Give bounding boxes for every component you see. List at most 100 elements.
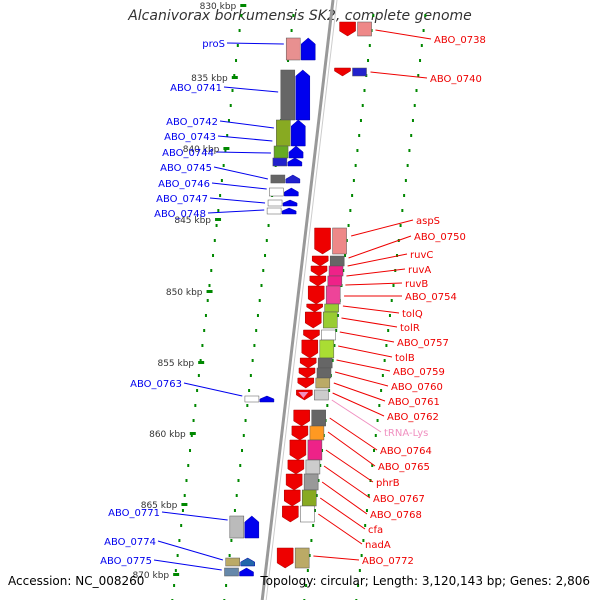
ruler-dot: [233, 74, 236, 77]
ruler-dot: [331, 359, 334, 362]
ruler-dot: [241, 449, 244, 452]
right-gene-label: ABO_0757: [397, 338, 449, 349]
left-gene-label: ABO_0741: [170, 83, 222, 94]
right-gene-label: cfa: [368, 525, 383, 536]
left-gene-label: ABO_0774: [104, 537, 156, 548]
right-leader-line: [351, 219, 414, 237]
ruler-dot: [363, 89, 366, 92]
minus-gene-arrow: [334, 67, 351, 77]
ruler-dot: [317, 479, 320, 482]
minus-gene-block: [309, 425, 325, 441]
ruler-dot: [235, 59, 238, 62]
minus-gene-block: [303, 473, 319, 491]
ruler-dot: [292, 14, 295, 17]
minus-gene-arrow: [297, 377, 315, 389]
ruler-dot: [411, 119, 414, 122]
ruler-dot: [419, 59, 422, 62]
scale-label: 860 kbp: [149, 430, 186, 440]
plus-gene-arrow: [284, 187, 299, 197]
right-leader-line: [334, 371, 389, 387]
scale-label: 865 kbp: [141, 501, 178, 511]
ruler-dot: [197, 374, 200, 377]
ruler-dot: [239, 464, 242, 467]
left-gene-label: ABO_0745: [160, 163, 212, 174]
ruler-dot: [290, 29, 293, 32]
right-leader-line: [345, 282, 403, 286]
ruler-dot: [390, 299, 393, 302]
right-gene-label: ABO_0738: [434, 35, 486, 46]
scale-tick: [206, 290, 213, 293]
ruler-dot: [230, 539, 233, 542]
ruler-dot: [233, 509, 236, 512]
minus-gene-arrow: [299, 357, 317, 369]
right-leader-line: [323, 465, 371, 499]
right-leader-line: [347, 253, 408, 267]
right-gene-label: tolQ: [402, 309, 423, 320]
right-leader-line: [375, 29, 432, 40]
right-gene-label: ABO_0759: [393, 367, 445, 378]
ruler-dot: [396, 254, 399, 257]
ruler-dot: [264, 254, 267, 257]
right-gene-label: ruvB: [405, 279, 428, 290]
left-gene-label: ABO_0744: [162, 148, 214, 159]
ruler-dot: [415, 89, 418, 92]
ruler-dot: [238, 29, 241, 32]
ruler-dot: [349, 209, 352, 212]
scale-tick: [173, 573, 180, 576]
ruler-dot: [424, 14, 427, 17]
ruler-dot: [380, 389, 383, 392]
ruler-dot: [312, 524, 315, 527]
ruler-dot: [219, 194, 222, 197]
ruler-dot: [258, 299, 261, 302]
ruler-dot: [183, 494, 186, 497]
plus-gene-block: [272, 157, 288, 167]
left-gene-label: ABO_0743: [164, 132, 216, 143]
left-leader-line: [153, 559, 222, 571]
scale-label: 845 kbp: [174, 216, 211, 226]
minus-gene-arrow: [306, 303, 323, 313]
minus-gene-arrow: [304, 311, 322, 329]
minus-gene-block: [327, 275, 343, 287]
left-leader-line: [223, 86, 279, 93]
ruler-dot: [190, 434, 193, 437]
ruler-dot: [228, 554, 231, 557]
feature-blocks: [224, 21, 372, 577]
scale-label: 835 kbp: [191, 74, 228, 84]
right-leader-line: [321, 481, 368, 515]
right-leader-line: [332, 392, 385, 417]
left-gene-label: ABO_0746: [158, 179, 210, 190]
plus-gene-block: [280, 69, 296, 121]
ruler-dot: [420, 44, 423, 47]
ruler-dot: [196, 389, 199, 392]
ruler-dot: [204, 314, 207, 317]
plus-gene-arrow: [287, 157, 303, 167]
ruler-dot: [212, 254, 215, 257]
left-leader-line: [209, 197, 266, 204]
right-gene-label: ABO_0765: [378, 462, 430, 473]
right-gene-label: tRNA-Lys: [384, 428, 428, 439]
ruler-dot: [174, 569, 177, 572]
ruler-dot: [387, 329, 390, 332]
minus-gene-block: [328, 265, 344, 277]
left-leader-line: [215, 151, 271, 154]
left-leader-line: [211, 182, 267, 190]
scale-tick: [231, 76, 238, 79]
right-gene-label: ABO_0754: [405, 292, 457, 303]
left-gene-label: ABO_0748: [154, 209, 206, 220]
ruler-dot: [376, 419, 379, 422]
minus-gene-arrow: [311, 255, 329, 267]
right-leader-line: [319, 497, 366, 530]
ruler-dot: [417, 74, 420, 77]
right-leader-line: [336, 359, 391, 372]
ruler-dot: [347, 224, 350, 227]
minus-gene-arrow: [314, 227, 331, 255]
topology-text: Topology: circular; Length: 3,120,143 bp…: [260, 574, 590, 588]
plus-gene-block: [267, 199, 283, 207]
ruler-dot: [189, 449, 192, 452]
ruler-dot: [224, 149, 227, 152]
backbone-line: [260, 0, 335, 600]
plus-gene-arrow: [282, 199, 298, 207]
minus-gene-arrow: [309, 275, 327, 287]
ruler-dot: [357, 584, 360, 587]
ruler-dot: [359, 119, 362, 122]
